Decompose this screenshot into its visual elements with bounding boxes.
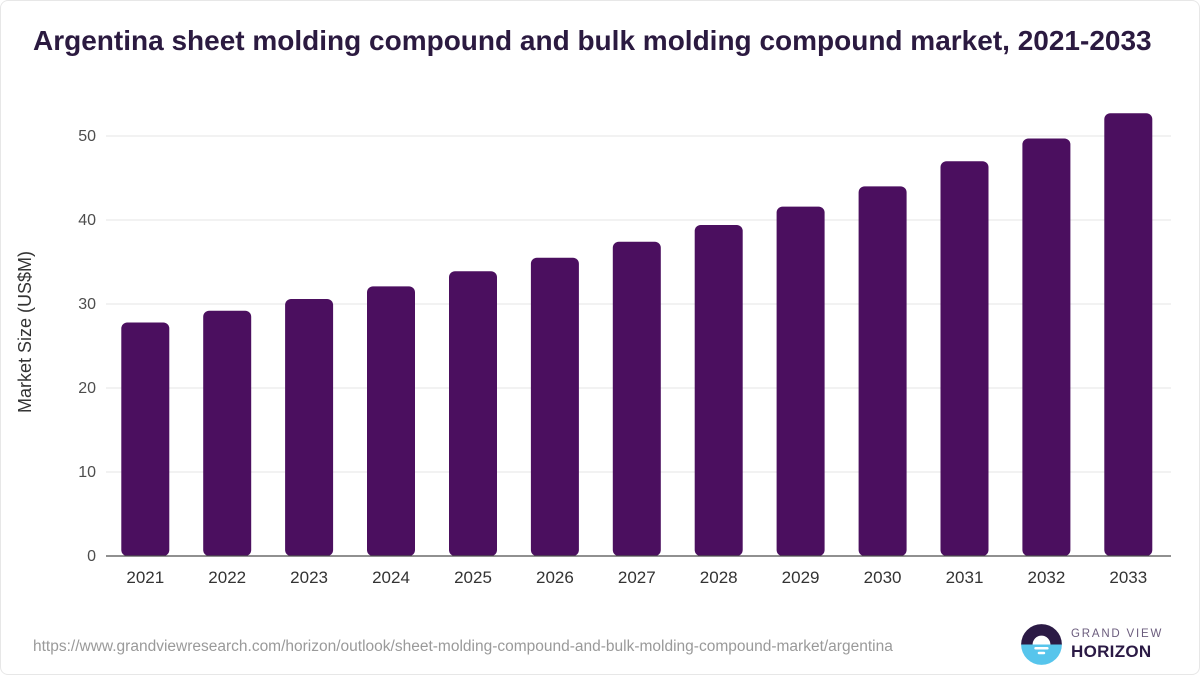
svg-text:2027: 2027 [618, 568, 656, 587]
svg-text:40: 40 [78, 212, 96, 229]
svg-text:2029: 2029 [782, 568, 820, 587]
svg-text:2024: 2024 [372, 568, 410, 587]
svg-text:2023: 2023 [290, 568, 328, 587]
svg-text:2028: 2028 [700, 568, 738, 587]
svg-text:2022: 2022 [208, 568, 246, 587]
svg-text:2026: 2026 [536, 568, 574, 587]
svg-text:2031: 2031 [946, 568, 984, 587]
svg-text:30: 30 [78, 296, 96, 313]
svg-text:2025: 2025 [454, 568, 492, 587]
svg-text:2032: 2032 [1027, 568, 1065, 587]
svg-text:2030: 2030 [864, 568, 902, 587]
svg-text:0: 0 [87, 548, 96, 565]
svg-text:2033: 2033 [1109, 568, 1147, 587]
svg-text:Market Size (US$M): Market Size (US$M) [15, 251, 35, 413]
svg-text:2021: 2021 [126, 568, 164, 587]
svg-text:20: 20 [78, 380, 96, 397]
svg-text:10: 10 [78, 464, 96, 481]
svg-text:50: 50 [78, 128, 96, 145]
